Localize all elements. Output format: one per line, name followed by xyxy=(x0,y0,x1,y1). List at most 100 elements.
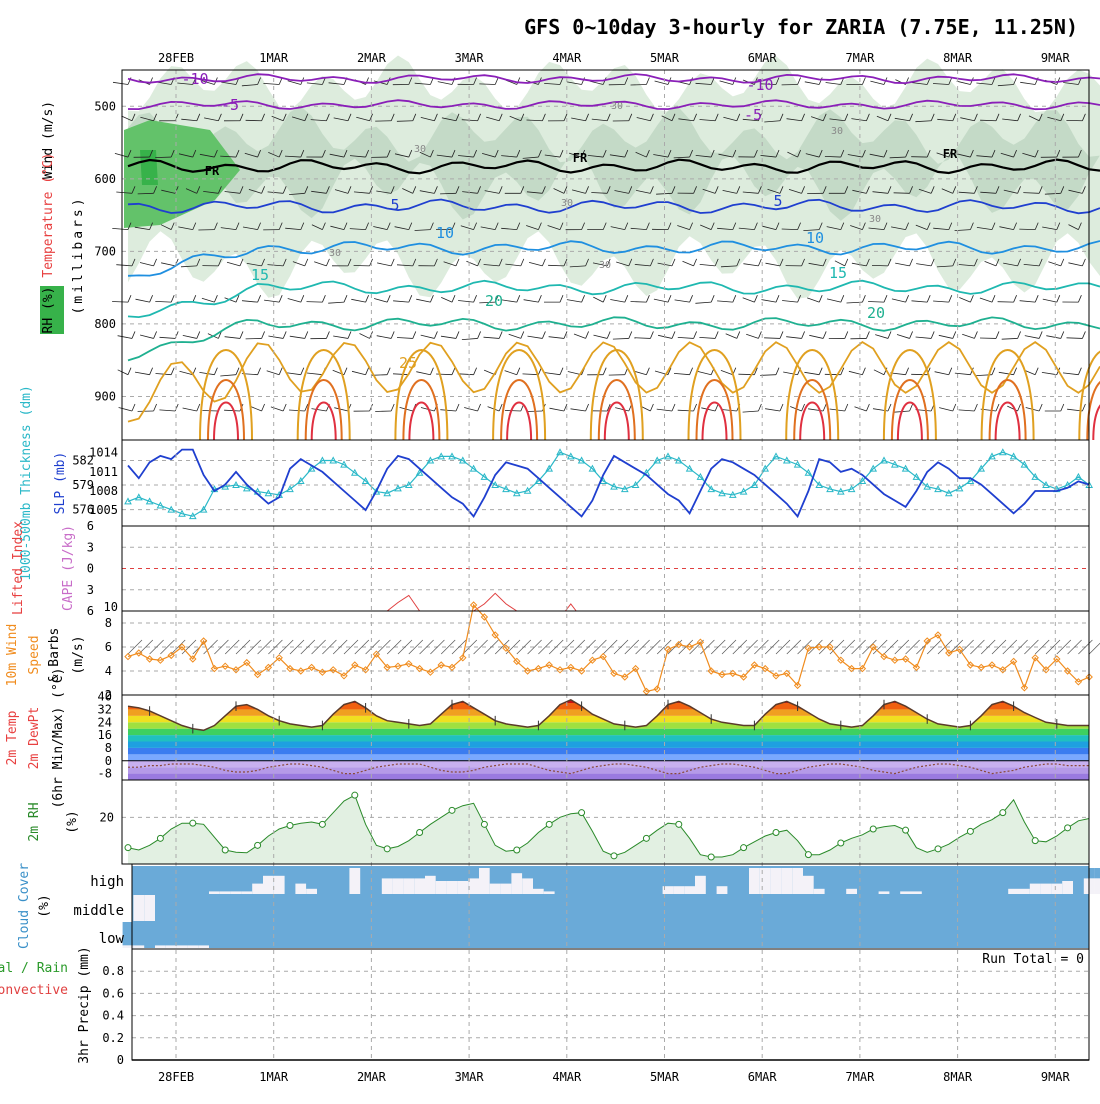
cloud-fill-high xyxy=(306,889,317,894)
rh-point xyxy=(319,821,325,827)
cloud-bar-high xyxy=(382,868,393,878)
rh-point xyxy=(417,830,423,836)
cloud-bar-high xyxy=(209,868,220,891)
cloud-fill-high xyxy=(436,881,447,894)
cloud-fill-high xyxy=(252,884,263,894)
rh2m-axis-label: 2m RH xyxy=(27,802,42,841)
cloud-fill-high xyxy=(295,884,306,894)
cloud-fill-high xyxy=(814,889,825,894)
cloud-bar-high xyxy=(436,868,447,881)
rh-point xyxy=(838,840,844,846)
rh-contour-label: 30 xyxy=(329,248,341,259)
cloud-fill-high xyxy=(511,873,522,894)
cloud-fill-high xyxy=(760,868,771,894)
contour-label: -5 xyxy=(744,106,762,124)
contour-label: 10 xyxy=(436,224,454,242)
cloud-fill-high xyxy=(846,889,857,894)
date-label-bottom: 1MAR xyxy=(259,1070,289,1084)
contour-label: 15 xyxy=(829,264,847,282)
chart-title: GFS 0~10day 3-hourly for ZARIA (7.75E, 1… xyxy=(524,15,1078,39)
wind10-axis-label: 10m Wind xyxy=(5,624,20,687)
cloud-bar-high xyxy=(1008,868,1019,889)
cloud-fill-high xyxy=(900,891,911,894)
li-tick-label: 6 xyxy=(87,604,94,618)
cloud-fill-low xyxy=(133,945,144,948)
rh-point xyxy=(805,852,811,858)
rh-tick-label: 20 xyxy=(100,810,114,824)
rh-point xyxy=(903,827,909,833)
pressure-tick-label: 900 xyxy=(94,389,116,403)
date-label-bottom: 9MAR xyxy=(1041,1070,1071,1084)
date-label-top: 1MAR xyxy=(259,51,289,65)
rh-point xyxy=(125,845,131,851)
date-label-top: 28FEB xyxy=(158,51,194,65)
temp-band xyxy=(128,729,1089,735)
cloud-fill-high xyxy=(403,878,414,894)
dewpt2m-axis-label: 2m DewPt xyxy=(27,707,42,770)
cloud-fill-high xyxy=(673,886,684,894)
wind-barb xyxy=(138,193,154,194)
rh-contour-label: 30 xyxy=(599,260,611,271)
contour-label: 15 xyxy=(251,266,269,284)
cloud-bar-high xyxy=(879,868,890,891)
pressure-tick-label: 700 xyxy=(94,244,116,258)
precip-tick-label: 0.4 xyxy=(102,1009,124,1023)
cloud-fill-middle xyxy=(144,895,155,921)
contour-label: -5 xyxy=(221,96,239,114)
date-label-bottom: 28FEB xyxy=(158,1070,194,1084)
cloud-level-label: low xyxy=(99,931,125,947)
cloud-bar-high xyxy=(468,868,479,878)
rh-point xyxy=(1032,838,1038,844)
cloud-bar-high xyxy=(295,868,306,884)
cloud-fill-high xyxy=(393,878,404,894)
rh-contour-label: 30 xyxy=(831,126,843,137)
cloud-bar-high xyxy=(1051,868,1062,884)
cloud-fill-high xyxy=(382,878,393,894)
date-label-top: 8MAR xyxy=(943,51,973,65)
temp-band xyxy=(128,774,1089,780)
cloud-fill-high xyxy=(544,891,555,894)
cloud-fill-low xyxy=(177,945,188,948)
rh-contour-label: 30 xyxy=(869,214,881,225)
cloud-bar-high xyxy=(522,868,533,878)
precip-legend-total: Total / Rain xyxy=(0,961,68,976)
cloud-bar-high xyxy=(1062,868,1073,881)
rh-point xyxy=(352,792,358,798)
cloud-bar-high xyxy=(490,868,501,884)
cloud-fill-high xyxy=(220,891,231,894)
temp-tick-label: 40 xyxy=(98,690,112,704)
slp-tick-label: 1014 xyxy=(89,446,118,460)
rh2m-unit-label: (%) xyxy=(65,810,80,833)
wind-tick-label: 4 xyxy=(105,664,112,678)
cloud-fill-high xyxy=(695,876,706,894)
slp-axis-label: SLP (mb) xyxy=(53,452,68,515)
contour-label: 10 xyxy=(806,229,824,247)
cloud-fill-high xyxy=(501,884,512,894)
contour-label: 5 xyxy=(773,192,782,210)
rh-point xyxy=(514,847,520,853)
cloud-fill-high xyxy=(490,884,501,894)
cloud-bar-high xyxy=(501,868,512,884)
cloud-bar-high xyxy=(241,868,252,891)
cloud-fill-high xyxy=(447,881,458,894)
rh-point xyxy=(870,826,876,832)
date-label-top: 2MAR xyxy=(357,51,387,65)
cloud-bar-high xyxy=(252,868,263,884)
cloud-fill-high xyxy=(263,876,274,894)
rh-point xyxy=(967,828,973,834)
cloud-bar-high xyxy=(900,868,911,891)
li-axis-label: Lifted Index xyxy=(11,521,26,615)
cloud-bar-low xyxy=(187,922,198,945)
li-tick-label: 3 xyxy=(87,583,94,597)
precip-tick-label: 0 xyxy=(117,1053,124,1067)
temp-tick-label: -8 xyxy=(98,767,112,781)
date-label-top: 9MAR xyxy=(1041,51,1071,65)
rh-point xyxy=(1000,810,1006,816)
cape-tick-label: 10 xyxy=(104,600,118,614)
cloud-bar-low xyxy=(155,922,166,945)
date-label-top: 3MAR xyxy=(455,51,485,65)
cloud-fill-high xyxy=(468,878,479,894)
cloud-fill-high xyxy=(457,881,468,894)
rh-point xyxy=(222,847,228,853)
cloud-fill-high xyxy=(792,868,803,894)
